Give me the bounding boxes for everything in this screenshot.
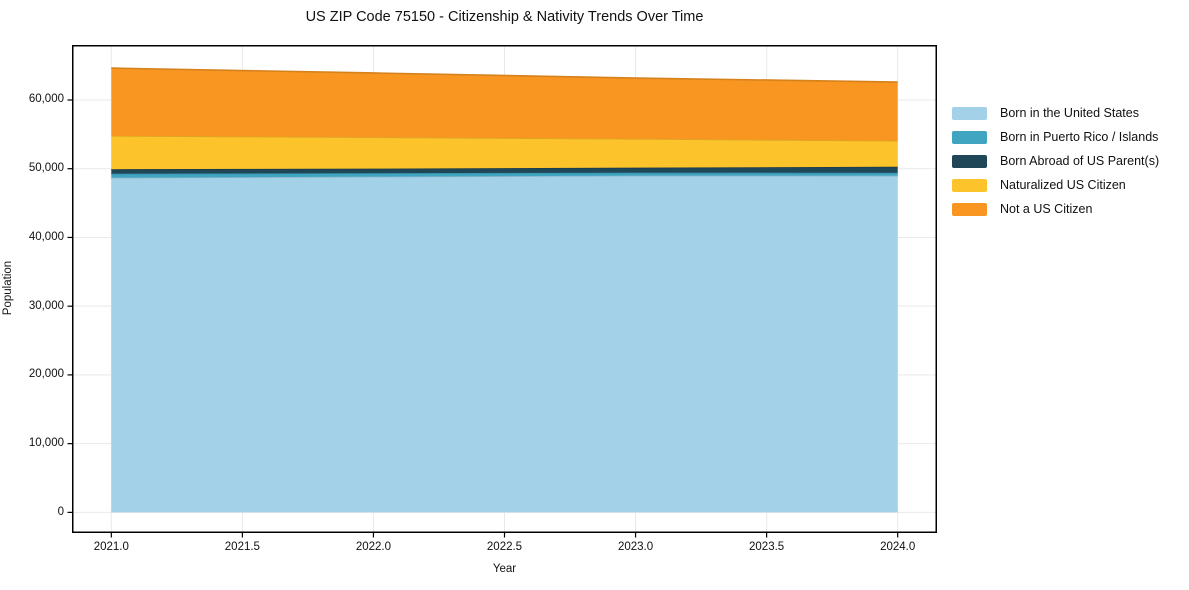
area-born-abroad-of-us-parent-s- bbox=[111, 166, 898, 174]
y-tick-label: 60,000 bbox=[28, 93, 64, 106]
legend-label: Born in the United States bbox=[1000, 106, 1139, 120]
plot-area bbox=[67, 45, 937, 538]
x-tick-label: 2021.5 bbox=[224, 541, 260, 553]
y-tick-label: 50,000 bbox=[28, 162, 64, 175]
legend-item: Born Abroad of US Parent(s) bbox=[952, 149, 1159, 173]
y-axis-label: Population bbox=[2, 260, 14, 316]
y-tick-label: 20,000 bbox=[28, 368, 64, 381]
x-tick-label: 2021.0 bbox=[93, 541, 129, 553]
x-tick-label: 2024.0 bbox=[880, 541, 916, 553]
y-tick-label: 10,000 bbox=[28, 437, 64, 450]
chart-title: US ZIP Code 75150 - Citizenship & Nativi… bbox=[305, 9, 704, 25]
legend-swatch-icon bbox=[952, 130, 987, 144]
legend-label: Naturalized US Citizen bbox=[1000, 178, 1126, 192]
legend-swatch-icon bbox=[952, 178, 987, 192]
y-tick-label: 30,000 bbox=[28, 299, 64, 312]
area-naturalized-us-citizen bbox=[111, 135, 898, 170]
area-born-in-the-united-states bbox=[111, 175, 898, 513]
legend-item: Not a US Citizen bbox=[952, 197, 1159, 221]
legend-label: Born Abroad of US Parent(s) bbox=[1000, 154, 1160, 168]
legend-item: Naturalized US Citizen bbox=[952, 173, 1159, 197]
x-tick-label: 2023.0 bbox=[617, 541, 654, 553]
x-tick-label: 2022.0 bbox=[355, 541, 392, 553]
y-tick-label: 40,000 bbox=[28, 230, 64, 243]
legend-swatch-icon bbox=[952, 154, 987, 168]
y-tick-label: 0 bbox=[57, 505, 64, 518]
legend: Born in the United States Born in Puerto … bbox=[952, 101, 1159, 221]
stacked-area-chart bbox=[67, 45, 937, 538]
area-edge bbox=[111, 67, 898, 83]
legend-item: Born in Puerto Rico / Islands bbox=[952, 125, 1159, 149]
legend-label: Not a US Citizen bbox=[1000, 202, 1093, 216]
x-tick-label: 2023.5 bbox=[749, 541, 785, 553]
legend-item: Born in the United States bbox=[952, 101, 1159, 125]
area-not-a-us-citizen bbox=[111, 68, 898, 141]
legend-swatch-icon bbox=[952, 202, 987, 216]
x-tick-label: 2022.5 bbox=[486, 541, 523, 553]
plot-frame bbox=[72, 45, 937, 533]
x-axis-label: Year bbox=[492, 563, 517, 575]
legend-swatch-icon bbox=[952, 106, 987, 120]
legend-label: Born in Puerto Rico / Islands bbox=[1000, 130, 1159, 144]
